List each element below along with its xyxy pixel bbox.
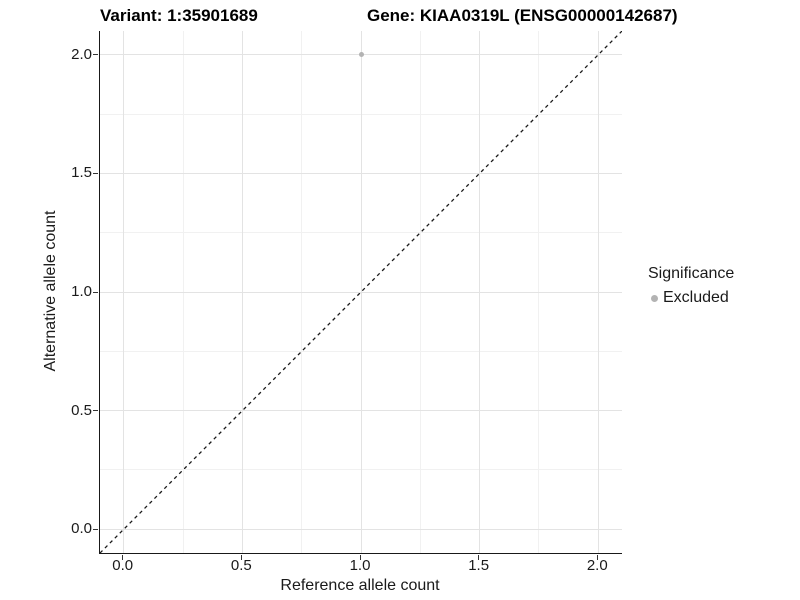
y-tick-label: 0.5: [71, 401, 92, 419]
x-tick-label: 2.0: [586, 557, 608, 574]
y-tick-label: 1.0: [71, 283, 92, 300]
variant-title: Variant: 1:35901689: [100, 6, 258, 25]
major-gridline-y: [100, 528, 622, 530]
plot-panel: [99, 31, 622, 554]
legend-items: Excluded: [648, 289, 734, 307]
x-axis-tick: [359, 554, 361, 560]
y-axis-tick: [92, 54, 98, 56]
y-tick-label: 0.0: [71, 520, 92, 538]
excluded-point-icon: [650, 294, 658, 302]
y-tick-label: 1.5: [71, 164, 92, 182]
legend-item-excluded: Excluded: [648, 289, 734, 307]
data-point-excluded: [358, 52, 364, 58]
y-axis-tick: [92, 291, 98, 293]
x-axis-tick: [596, 554, 598, 560]
y-axis-tick: [92, 410, 98, 412]
x-axis-tick: [240, 554, 242, 560]
legend: Significance Excluded: [648, 264, 734, 307]
gene-title: Gene: KIAA0319L (ENSG00000142687): [367, 6, 678, 25]
y-tick-label: 2.0: [71, 45, 92, 63]
major-gridline-y: [100, 291, 622, 293]
legend-title: Significance: [648, 265, 735, 282]
y-axis-tick: [92, 528, 98, 530]
legend-key: [648, 294, 660, 302]
legend-item-label: Excluded: [663, 289, 729, 306]
x-axis-title: Reference allele count: [280, 577, 440, 594]
major-gridline-y: [100, 172, 622, 174]
y-axis-tick: [92, 172, 98, 174]
x-tick-label: 1.5: [468, 557, 490, 574]
x-axis-tick: [122, 554, 124, 560]
x-tick-label: 1.0: [349, 557, 371, 574]
x-axis-tick: [478, 554, 480, 560]
x-tick-label: 0.0: [112, 557, 134, 574]
x-tick-label: 0.5: [230, 557, 252, 574]
major-gridline-y: [100, 410, 622, 412]
